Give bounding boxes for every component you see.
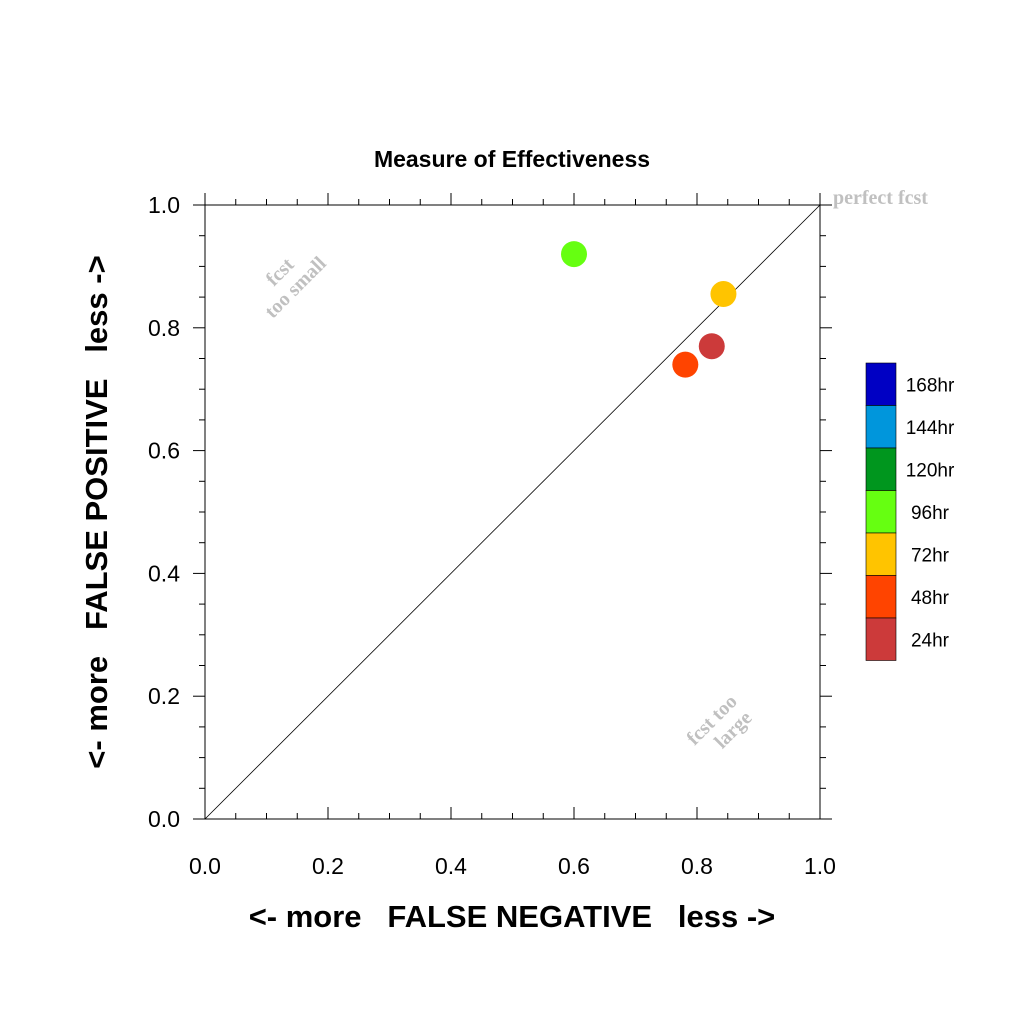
- data-point-72hr: [710, 281, 737, 308]
- y-tick-label: 0.6: [148, 438, 180, 464]
- y-tick-label: 0.8: [148, 315, 180, 341]
- perfect-forecast-line: [204, 204, 821, 820]
- legend-swatch-144hr: [865, 405, 897, 449]
- data-point-96hr: [561, 241, 587, 268]
- legend: 168hr 144hr 120hr 96hr 72hr 48hr 24hr: [865, 362, 955, 661]
- too-small-annotation: fcst too small: [261, 252, 331, 322]
- legend-swatch-168hr: [865, 362, 897, 406]
- perfect-forecast-label: perfect fcst: [833, 187, 928, 209]
- legend-swatch-48hr: [865, 575, 897, 619]
- legend-label-24hr: 24hr: [911, 630, 950, 651]
- x-axis-title: <- more FALSE NEGATIVE less ->: [249, 899, 776, 934]
- legend-label-120hr: 120hr: [906, 460, 955, 481]
- x-tick-label: 0.2: [312, 853, 344, 879]
- data-point-24hr: [698, 333, 725, 360]
- chart-title: Measure of Effectiveness: [374, 146, 650, 172]
- legend-swatch-120hr: [865, 447, 897, 491]
- legend-swatch-96hr: [865, 490, 897, 534]
- data-point-48hr: [672, 351, 699, 378]
- x-tick-label: 0.6: [558, 853, 590, 879]
- legend-label-168hr: 168hr: [906, 375, 955, 396]
- x-tick-label: 0.4: [435, 853, 467, 879]
- axis-ticks: 0.0 0.2 0.4 0.6 0.8 1.0 0.0 0.2 0.4 0.6 0.8 1.0: [148, 192, 836, 879]
- y-axis-title: <- more FALSE POSITIVE less ->: [79, 255, 114, 768]
- y-tick-label: 1.0: [148, 192, 180, 218]
- legend-swatch-72hr: [865, 532, 897, 576]
- y-tick-label: 0.0: [148, 806, 180, 832]
- x-tick-label: 1.0: [804, 853, 836, 879]
- legend-label-48hr: 48hr: [911, 588, 950, 609]
- too-large-annotation: fcst too large: [683, 691, 757, 754]
- legend-label-144hr: 144hr: [906, 418, 955, 439]
- x-tick-label: 0.8: [681, 853, 713, 879]
- data-points: [561, 241, 737, 378]
- x-tick-label: 0.0: [189, 853, 221, 879]
- y-tick-label: 0.2: [148, 683, 180, 709]
- legend-label-96hr: 96hr: [911, 503, 950, 524]
- legend-swatch-24hr: [865, 617, 897, 661]
- y-tick-label: 0.4: [148, 560, 180, 586]
- legend-label-72hr: 72hr: [911, 545, 950, 566]
- too-small-label-line2: too small: [261, 252, 331, 322]
